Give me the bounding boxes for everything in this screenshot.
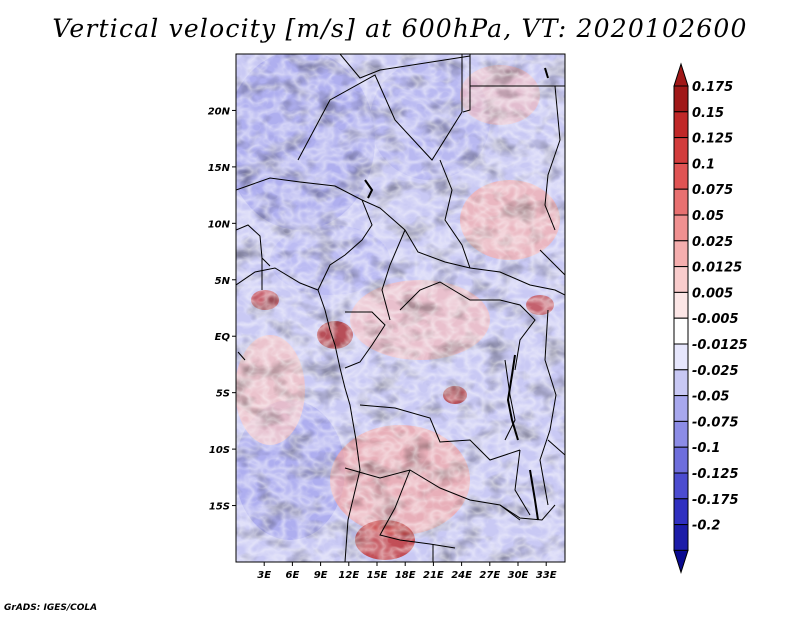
lat-tick-label: 20N bbox=[208, 106, 231, 117]
lon-tick-label: 21E bbox=[423, 570, 444, 581]
colorbar-segment bbox=[673, 446, 689, 474]
lat-tick-label: 10S bbox=[209, 445, 230, 456]
lon-tick-label: 30E bbox=[508, 570, 529, 581]
lat-tick-label: EQ bbox=[215, 332, 231, 343]
colorbar-segment bbox=[673, 291, 689, 319]
colorbar: 0.175 0.15 0.125 0.1 0.075 0.05 0.025 0.0125 0.0… bbox=[673, 62, 748, 575]
colorbar-label: -0.1 bbox=[692, 441, 720, 456]
country-borders bbox=[236, 54, 565, 562]
colorbar-label: -0.025 bbox=[692, 364, 739, 379]
lon-tick-label: 24E bbox=[451, 570, 472, 581]
velocity-field bbox=[236, 54, 565, 562]
lon-tick-label: 3E bbox=[257, 570, 271, 581]
map-frame bbox=[235, 53, 566, 563]
lon-tick-label: 15E bbox=[367, 570, 388, 581]
colorbar-label: 0.05 bbox=[692, 209, 724, 224]
colorbar-bottom-arrow bbox=[673, 549, 689, 575]
colorbar-top-arrow bbox=[673, 62, 689, 87]
lon-tick-label: 6E bbox=[286, 570, 300, 581]
grads-credit: GrADS: IGES/COLA bbox=[4, 603, 98, 613]
colorbar-label: -0.0125 bbox=[692, 338, 748, 353]
colorbar-segment bbox=[673, 137, 689, 164]
colorbar-label: -0.125 bbox=[692, 467, 739, 482]
lon-tick-label: 18E bbox=[395, 570, 416, 581]
longitude-axis: 3E 6E 9E 12E 15E 18E 21E 24E 27E 30E 33E bbox=[257, 562, 557, 581]
lat-tick-label: 5S bbox=[216, 389, 230, 400]
colorbar-segment bbox=[673, 343, 689, 371]
chart-title: Vertical velocity [m/s] at 600hPa, VT: 2… bbox=[52, 14, 748, 43]
lat-tick-label: 10N bbox=[208, 219, 231, 230]
lon-tick-label: 12E bbox=[338, 570, 359, 581]
colorbar-segment bbox=[673, 317, 689, 345]
colorbar-label: -0.05 bbox=[692, 390, 729, 405]
colorbar-label: 0.025 bbox=[692, 235, 733, 250]
colorbar-label: -0.075 bbox=[692, 415, 739, 430]
colorbar-label: 0.175 bbox=[692, 80, 733, 95]
colorbar-label: 0.075 bbox=[692, 183, 733, 198]
colorbar-segment bbox=[673, 498, 689, 526]
colorbar-label: -0.005 bbox=[692, 312, 739, 327]
colorbar-label: 0.15 bbox=[692, 106, 724, 121]
colorbar-segment bbox=[673, 162, 689, 190]
colorbar-label: -0.175 bbox=[692, 493, 739, 508]
colorbar-segment bbox=[673, 214, 689, 242]
colorbar-label: 0.1 bbox=[692, 157, 715, 172]
colorbar-segment bbox=[673, 395, 689, 422]
lat-tick-label: 5N bbox=[215, 276, 231, 287]
colorbar-segment bbox=[673, 188, 689, 216]
colorbar-segment bbox=[673, 369, 689, 397]
latitude-axis: 20N 15N 10N 5N EQ 5S 10S 15S bbox=[208, 106, 236, 513]
lon-tick-label: 27E bbox=[479, 570, 500, 581]
colorbar-segment bbox=[673, 111, 689, 139]
lon-tick-label: 33E bbox=[536, 570, 557, 581]
colorbar-label: -0.2 bbox=[692, 519, 720, 534]
colorbar-label: 0.125 bbox=[692, 132, 733, 147]
colorbar-segment bbox=[673, 524, 689, 551]
lon-tick-label: 9E bbox=[314, 570, 328, 581]
colorbar-label: 0.0125 bbox=[692, 261, 742, 276]
colorbar-segment bbox=[673, 420, 689, 448]
colorbar-segment bbox=[673, 85, 689, 113]
colorbar-segment bbox=[673, 240, 689, 268]
lat-tick-label: 15N bbox=[208, 163, 231, 174]
colorbar-segment bbox=[673, 266, 689, 293]
colorbar-label: 0.005 bbox=[692, 286, 733, 301]
colorbar-segment bbox=[673, 472, 689, 500]
lat-tick-label: 15S bbox=[209, 502, 230, 513]
lakes bbox=[364, 67, 549, 521]
